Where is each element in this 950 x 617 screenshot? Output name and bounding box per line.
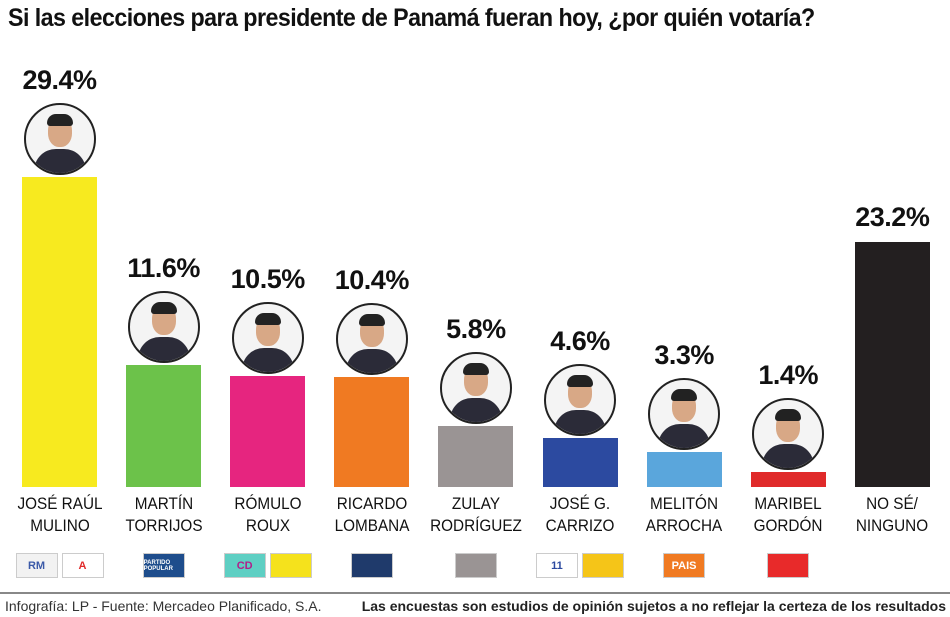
category-label-line: NO SÉ/ [866,494,919,513]
category-label-line: TORRIJOS [125,516,203,535]
party-logo-text: RM [27,559,46,572]
footer-divider [0,592,950,594]
candidate-photo [439,351,512,424]
category-label: RÓMULO ROUX [214,493,322,537]
party-logo-text: PARTIDO POPULAR [143,559,173,572]
category-label-line: ZULAY [451,494,500,513]
candidate-photo [544,364,616,437]
party-logo: CD [223,553,266,578]
candidate-photo [23,103,96,175]
party-logo [454,553,497,578]
category-label: MARTÍN TORRIJOS [110,493,218,537]
bar [438,425,514,487]
data-label: 11.6% [127,252,200,283]
category-label: JOSÉ G. CARRIZO [526,493,634,537]
candidate-photo [231,302,304,375]
party-logo [767,553,810,578]
bar [854,242,930,487]
data-label: 1.4% [758,360,818,391]
party-logo [350,553,393,578]
category-label: MARIBEL GORDÓN [734,493,842,537]
bar [542,438,618,487]
data-label: 23.2% [855,202,930,233]
category-label-line: ARROCHA [645,516,723,535]
category-label-line: ROUX [245,516,290,535]
candidate-photo [648,378,721,451]
party-logo: RM [15,553,58,578]
data-label: 4.6% [550,326,610,357]
party-logo [269,553,312,578]
category-label-line: RICARDO [336,494,408,513]
party-logo: A [61,553,104,578]
bar [750,472,826,487]
bar [126,364,202,487]
candidate-photo [127,290,200,363]
party-logo-text: 11 [551,559,563,572]
party-logo: PARTIDO POPULAR [142,553,185,578]
candidate-photo [335,303,408,376]
party-logo [582,553,624,578]
candidate-photo [752,398,825,471]
bar [22,177,97,487]
category-label: NO SÉ/NINGUNO [838,493,946,537]
category-label-line: MELITÓN [650,494,719,513]
chart-title: Si las elecciones para presidente de Pan… [8,4,815,32]
category-label-line: JOSÉ RAÚL [16,494,103,513]
category-label-line: JOSÉ G. [549,494,611,513]
category-label-line: LOMBANA [334,516,410,535]
category-label-line: CARRIZO [545,516,615,535]
bar [230,376,306,487]
category-label-line: NINGUNO [856,516,929,535]
category-label-line: MULINO [29,516,90,535]
source-credit: Infografía: LP - Fuente: Mercadeo Planif… [5,598,322,614]
party-logo-text: PAIS [671,559,697,572]
category-label-line: MARTÍN [134,494,193,513]
data-label: 29.4% [22,65,97,95]
party-logo: PAIS [663,553,706,578]
category-label-line: RODRÍGUEZ [429,516,522,535]
data-label: 3.3% [654,340,714,371]
category-label: RICARDO LOMBANA [318,493,426,537]
data-label: 10.5% [230,264,306,295]
party-logo: 11 [536,553,578,578]
data-label: 10.4% [334,265,410,296]
category-label-line: MARIBEL [754,494,822,513]
category-label-line: GORDÓN [753,516,823,535]
bar [646,452,722,487]
category-label: ZULAY RODRÍGUEZ [422,493,530,537]
data-label: 5.8% [446,313,506,344]
party-logo-text: CD [236,559,253,572]
bar [334,377,410,487]
category-label-line: RÓMULO [234,494,302,513]
category-label: JOSÉ RAÚL MULINO [6,493,114,537]
disclaimer: Las encuestas son estudios de opinión su… [361,598,946,614]
party-logo-text: A [78,559,87,572]
category-label: MELITÓN ARROCHA [630,493,738,537]
